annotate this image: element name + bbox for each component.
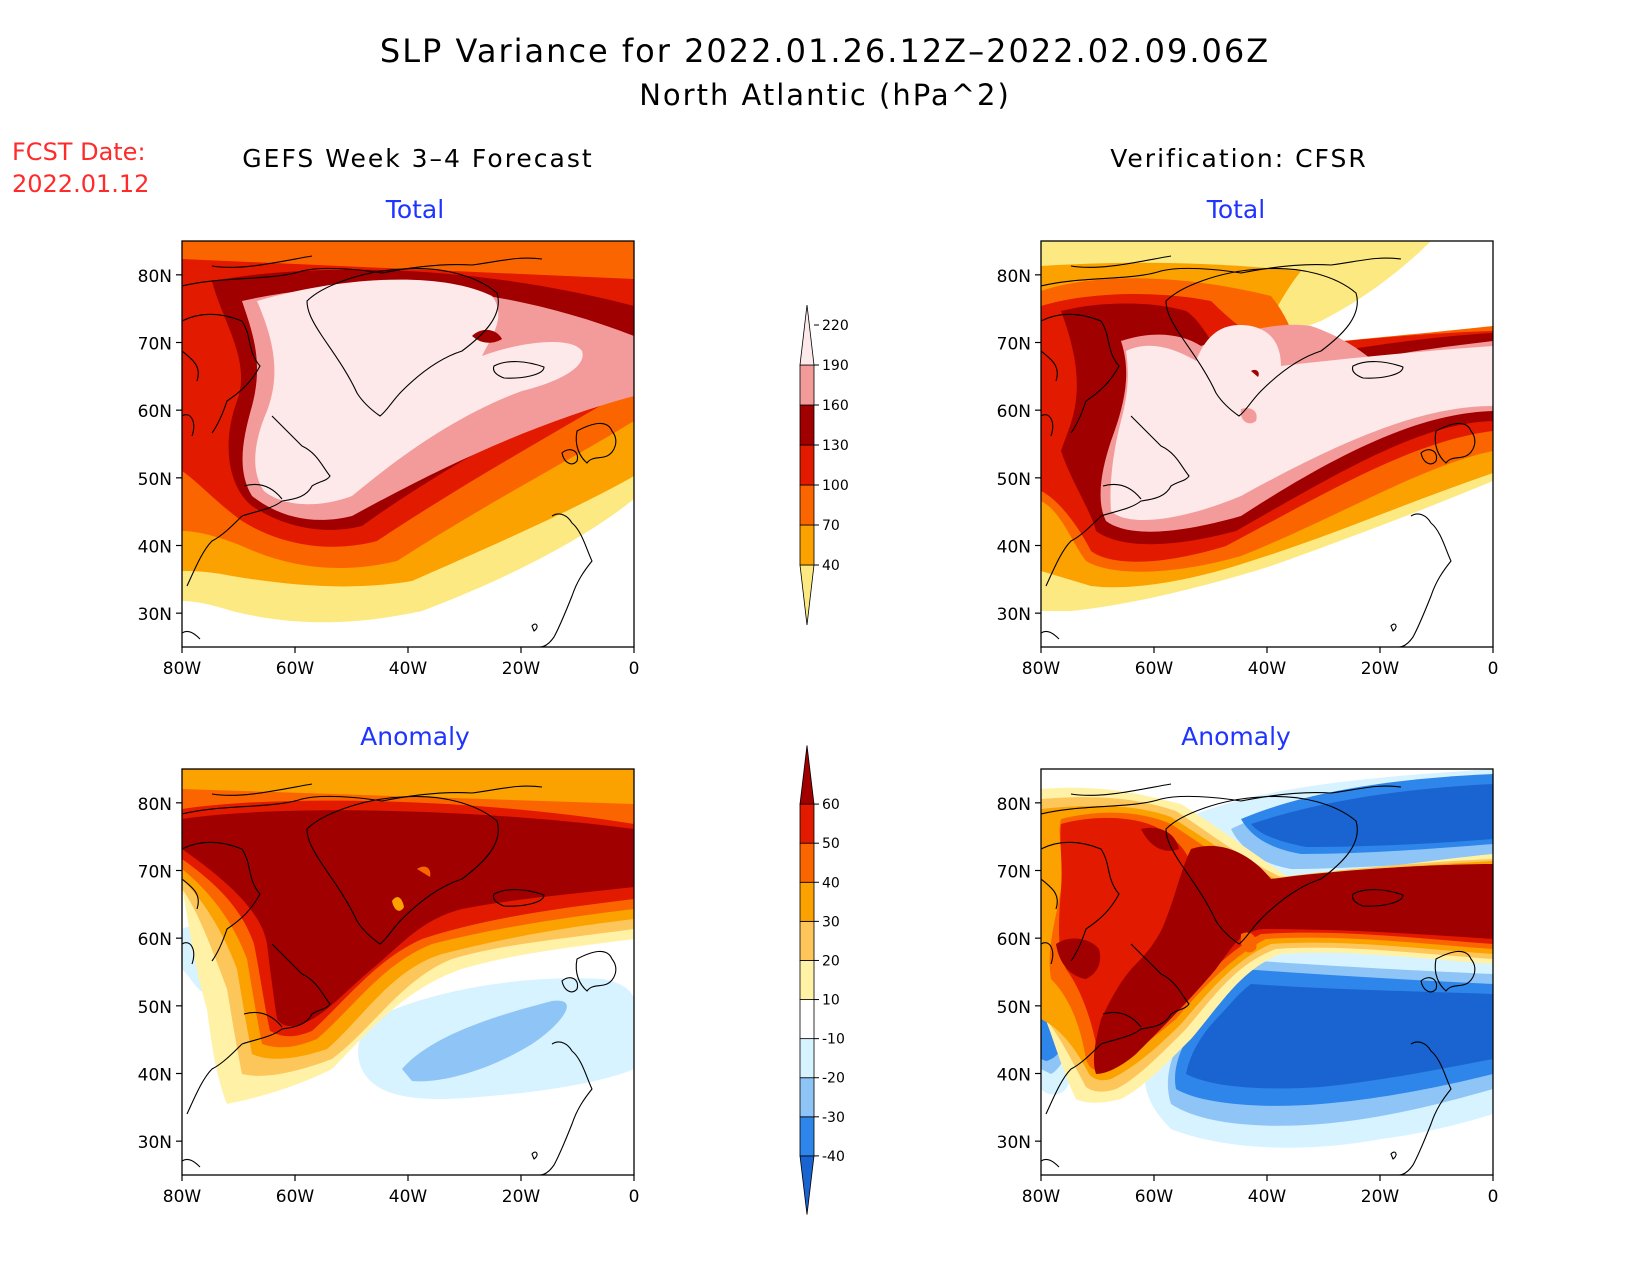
lat-tick-label: 60N xyxy=(138,402,172,422)
colorbar-label: -10 xyxy=(822,1032,845,1048)
colorbar-label: 220 xyxy=(822,318,849,334)
lat-tick-label: 80N xyxy=(138,267,172,287)
map-panel-verification-total xyxy=(1040,240,1494,648)
colorbar-label: 20 xyxy=(822,953,840,969)
panel-title-forecast-anomaly: Anomaly xyxy=(360,722,470,751)
axis-labels: 80N 70N 60N 50N 40N 30N 80W 60W 40W 20W 0 80N 70N 60N… xyxy=(138,267,1499,1207)
lat-tick-label: 40N xyxy=(997,1066,1031,1086)
colorbar-segment xyxy=(799,881,815,922)
colorbar-segment xyxy=(799,524,815,566)
colorbar-segment xyxy=(799,842,815,883)
lat-tick-label: 40N xyxy=(997,538,1031,558)
lat-tick-label: 50N xyxy=(997,470,1031,490)
lon-tick-label: 40W xyxy=(1248,659,1287,679)
lon-tick-label: 40W xyxy=(389,1187,428,1207)
lon-tick-label: 40W xyxy=(1248,1187,1287,1207)
lon-tick-label: 60W xyxy=(276,1187,315,1207)
lon-tick-label: 60W xyxy=(1135,1187,1174,1207)
lon-tick-label: 20W xyxy=(1361,659,1400,679)
lat-tick-label: 30N xyxy=(138,1133,172,1153)
lon-tick-label: 60W xyxy=(1135,659,1174,679)
lon-tick-label: 0 xyxy=(629,659,640,679)
lat-tick-label: 50N xyxy=(138,470,172,490)
lat-tick-label: 60N xyxy=(997,402,1031,422)
lon-tick-label: 80W xyxy=(163,659,202,679)
panel-title-verification-total: Total xyxy=(1206,195,1265,224)
colorbar-segment xyxy=(799,364,815,406)
lat-tick-label: 30N xyxy=(138,605,172,625)
figure-title-line1: SLP Variance for 2022.01.26.12Z–2022.02.… xyxy=(380,32,1270,70)
column-title-verification: Verification: CFSR xyxy=(1110,144,1367,173)
colorbar-label: 40 xyxy=(822,558,840,574)
colorbar-label: 130 xyxy=(822,438,849,454)
map-panel-verification-anomaly xyxy=(1040,768,1494,1176)
fcst-date-label: FCST Date: xyxy=(12,138,146,166)
lat-tick-label: 30N xyxy=(997,1133,1031,1153)
lat-tick-label: 70N xyxy=(997,335,1031,355)
lon-tick-label: 80W xyxy=(1022,1187,1061,1207)
colorbar-label: 30 xyxy=(822,914,840,930)
colorbar-label: 190 xyxy=(822,358,849,374)
colorbar-segment xyxy=(799,745,815,805)
lat-tick-label: 60N xyxy=(138,930,172,950)
colorbar-segment xyxy=(799,1077,815,1118)
colorbar-segment xyxy=(799,444,815,486)
colorbar-segment xyxy=(799,803,815,844)
colorbar-total: 40 70 100 130 160 190 220 xyxy=(799,304,849,626)
colorbar-label: 60 xyxy=(822,797,840,813)
lon-tick-label: 20W xyxy=(502,659,541,679)
colorbar-label: 160 xyxy=(822,398,849,414)
colorbar-segment xyxy=(799,960,815,1000)
colorbar-label: -40 xyxy=(822,1149,845,1165)
column-title-forecast: GEFS Week 3–4 Forecast xyxy=(242,144,593,173)
lon-tick-label: 80W xyxy=(1022,659,1061,679)
colorbar-segment xyxy=(799,1155,815,1215)
figure-title-line2: North Atlantic (hPa^2) xyxy=(639,78,1011,112)
colorbar-segment xyxy=(799,484,815,526)
lon-tick-label: 20W xyxy=(502,1187,541,1207)
lon-tick-label: 60W xyxy=(276,659,315,679)
lat-tick-label: 70N xyxy=(138,863,172,883)
lon-tick-label: 0 xyxy=(629,1187,640,1207)
lat-tick-label: 50N xyxy=(997,998,1031,1018)
colorbar-segment xyxy=(799,1116,815,1157)
lat-tick-label: 70N xyxy=(997,863,1031,883)
map-panel-forecast-anomaly xyxy=(181,768,635,1176)
colorbar-label: 40 xyxy=(822,875,840,891)
lon-tick-label: 80W xyxy=(163,1187,202,1207)
lat-tick-label: 50N xyxy=(138,998,172,1018)
lat-tick-label: 80N xyxy=(997,795,1031,815)
colorbar-label: 70 xyxy=(822,518,840,534)
colorbar-segment xyxy=(799,999,815,1040)
colorbar-segment xyxy=(799,304,815,366)
map-panel-forecast-total xyxy=(181,240,635,648)
lat-tick-label: 30N xyxy=(997,605,1031,625)
lon-tick-label: 20W xyxy=(1361,1187,1400,1207)
colorbar-label: -20 xyxy=(822,1071,845,1087)
panel-title-verification-anomaly: Anomaly xyxy=(1181,722,1291,751)
lat-tick-label: 40N xyxy=(138,538,172,558)
colorbar-anomaly: -40 -30 -20 -10 10 20 30 40 50 60 xyxy=(799,745,845,1215)
lon-tick-label: 0 xyxy=(1488,659,1499,679)
colorbar-label: -30 xyxy=(822,1110,845,1126)
colorbar-label: 100 xyxy=(822,478,849,494)
lat-tick-label: 60N xyxy=(997,930,1031,950)
colorbar-label: 10 xyxy=(822,993,840,1009)
lon-tick-label: 40W xyxy=(389,659,428,679)
lon-tick-label: 0 xyxy=(1488,1187,1499,1207)
colorbar-segment xyxy=(799,404,815,446)
lat-tick-label: 80N xyxy=(997,267,1031,287)
lat-tick-label: 80N xyxy=(138,795,172,815)
colorbar-label: 50 xyxy=(822,836,840,852)
fcst-date-value: 2022.01.12 xyxy=(12,170,149,198)
colorbar-segment xyxy=(799,1038,815,1079)
lat-tick-label: 70N xyxy=(138,335,172,355)
panel-title-forecast-total: Total xyxy=(385,195,444,224)
lat-tick-label: 40N xyxy=(138,1066,172,1086)
colorbar-segment xyxy=(799,564,815,626)
colorbar-segment xyxy=(799,920,815,961)
